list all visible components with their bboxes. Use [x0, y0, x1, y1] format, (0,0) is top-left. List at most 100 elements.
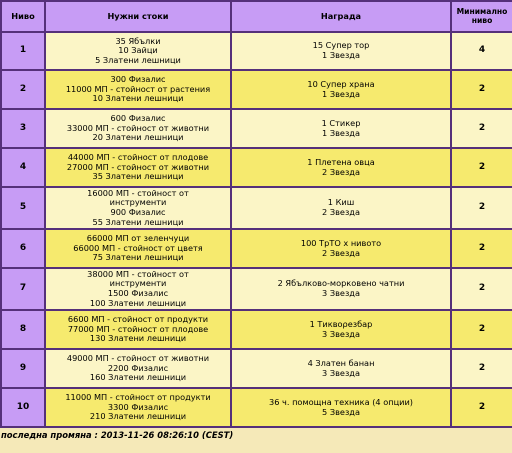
- required-goods-line: 35 Златени лешници: [92, 171, 184, 182]
- level-number: 8: [0, 309, 46, 350]
- levels-table: Ниво Нужни стоки Награда Минимално ниво …: [0, 0, 512, 428]
- required-goods-line: 1500 Физалис: [107, 288, 169, 298]
- level-number: 4: [0, 147, 46, 188]
- required-goods-line: 5 Златени лешници: [95, 54, 181, 65]
- reward-line: 10 Супер храна: [307, 78, 375, 89]
- reward-cell: 15 Супер тор 1 Звезда: [230, 31, 452, 71]
- required-goods-line: 38000 МП - стойност от: [87, 268, 189, 279]
- required-goods-line: 55 Златени лешници: [92, 216, 184, 227]
- reward-line: 1 Звезда: [322, 50, 360, 60]
- required-goods-cell: 38000 МП - стойност от инструменти 1500 Фи…: [44, 267, 232, 311]
- required-goods-cell: 49000 МП - стойност от животни 2200 Физал…: [44, 348, 232, 389]
- reward-line: 100 ТрТО x нивото: [300, 237, 382, 248]
- minimum-level: 2: [450, 69, 512, 110]
- table-row: 1 35 Ябълки 10 Зайци 5 Златени лешници 15 Су…: [0, 31, 512, 71]
- required-goods-line: 11000 МП - стойност от продукти: [65, 392, 211, 403]
- reward-line: 1 Стикер: [321, 117, 361, 128]
- table-row: 5 16000 МП - стойност от инструменти 900 Фи…: [0, 186, 512, 230]
- reward-line: 36 ч. помощна техника (4 опции): [269, 396, 413, 407]
- reward-line: 2 Звезда: [322, 207, 360, 217]
- level-number: 9: [0, 348, 46, 389]
- reward-line: 3 Звезда: [322, 367, 360, 378]
- required-goods-line: инструменти: [109, 278, 167, 289]
- level-number: 5: [0, 186, 46, 230]
- minimum-level: 2: [450, 108, 512, 149]
- reward-line: 3 Звезда: [322, 288, 360, 298]
- reward-line: 1 Звезда: [322, 127, 360, 138]
- required-goods-line: инструменти: [109, 197, 167, 208]
- required-goods-cell: 11000 МП - стойност от продукти 3300 Физа…: [44, 387, 232, 428]
- table-row: 2 300 Физалис 11000 МП - стойност от расте…: [0, 69, 512, 110]
- header-minimum-level-line2: ниво: [471, 15, 493, 25]
- reward-line: 3 Звезда: [322, 328, 360, 339]
- required-goods-cell: 66000 МП от зеленчуци 66000 МП - стойност…: [44, 228, 232, 269]
- required-goods-line: 75 Златени лешници: [92, 252, 184, 263]
- table-row: 9 49000 МП - стойност от животни 2200 Физа…: [0, 348, 512, 389]
- minimum-level: 2: [450, 387, 512, 428]
- table-row: 7 38000 МП - стойност от инструменти 1500 Ф…: [0, 267, 512, 311]
- reward-cell: 1 Киш 2 Звезда: [230, 186, 452, 230]
- required-goods-line: 49000 МП - стойност от животни: [66, 353, 210, 364]
- reward-line: 1 Киш: [327, 197, 355, 208]
- minimum-level: 2: [450, 267, 512, 311]
- last-modified-note: последна промяна : 2013-11-26 08:26:10 (…: [1, 430, 234, 440]
- level-number: 3: [0, 108, 46, 149]
- reward-cell: 2 Ябълково-морковено чатни 3 Звезда: [230, 267, 452, 311]
- level-number: 1: [0, 31, 46, 71]
- minimum-level: 2: [450, 228, 512, 269]
- required-goods-cell: 6600 МП - стойност от продукти 77000 МП -…: [44, 309, 232, 350]
- required-goods-line: 3300 Физалис: [107, 401, 169, 412]
- required-goods-line: 100 Златени лешници: [89, 297, 187, 308]
- reward-line: 1 Плетена овца: [307, 156, 375, 167]
- minimum-level: 2: [450, 309, 512, 350]
- table-row: 3 600 Физалис 33000 МП - стойност от живот…: [0, 108, 512, 149]
- required-goods-line: 16000 МП - стойност от: [87, 187, 189, 198]
- table-row: 6 66000 МП от зеленчуци 66000 МП - стойнос…: [0, 228, 512, 269]
- required-goods-line: 77000 МП - стойност от плодове: [67, 323, 209, 334]
- required-goods-line: 160 Златени лешници: [89, 372, 187, 383]
- required-goods-line: 35 Ябълки: [115, 35, 161, 46]
- required-goods-cell: 35 Ябълки 10 Зайци 5 Златени лешници: [44, 31, 232, 71]
- reward-line: 2 Звезда: [322, 247, 360, 258]
- reward-cell: 1 Плетена овца 2 Звезда: [230, 147, 452, 188]
- required-goods-line: 44000 МП - стойност от плодове: [67, 152, 209, 163]
- reward-line: 4 Златен банан: [307, 357, 375, 368]
- required-goods-line: 130 Златени лешници: [89, 333, 187, 344]
- header-level: Ниво: [0, 0, 46, 33]
- required-goods-line: 2200 Физалис: [107, 362, 169, 373]
- header-minimum-level-line1: Минимално: [456, 6, 508, 16]
- minimum-level: 2: [450, 186, 512, 230]
- required-goods-line: 66000 МП от зеленчуци: [86, 233, 190, 244]
- required-goods-line: 33000 МП - стойност от животни: [66, 122, 210, 133]
- table-row: 8 6600 МП - стойност от продукти 77000 МП …: [0, 309, 512, 350]
- reward-cell: 36 ч. помощна техника (4 опции) 5 Звезда: [230, 387, 452, 428]
- minimum-level: 4: [450, 31, 512, 71]
- reward-line: 1 Звезда: [322, 88, 360, 99]
- level-number: 10: [0, 387, 46, 428]
- header-minimum-level: Минимално ниво: [450, 0, 512, 33]
- minimum-level: 2: [450, 348, 512, 389]
- table-header-row: Ниво Нужни стоки Награда Минимално ниво: [0, 0, 512, 33]
- required-goods-cell: 600 Физалис 33000 МП - стойност от животн…: [44, 108, 232, 149]
- required-goods-cell: 44000 МП - стойност от плодове 27000 МП -…: [44, 147, 232, 188]
- reward-cell: 1 Стикер 1 Звезда: [230, 108, 452, 149]
- required-goods-line: 6600 МП - стойност от продукти: [67, 314, 209, 325]
- minimum-level: 2: [450, 147, 512, 188]
- required-goods-line: 20 Златени лешници: [92, 132, 184, 143]
- header-required-goods: Нужни стоки: [44, 0, 232, 33]
- level-number: 2: [0, 69, 46, 110]
- level-number: 7: [0, 267, 46, 311]
- required-goods-line: 66000 МП - стойност от цветя: [73, 242, 203, 253]
- required-goods-line: 11000 МП - стойност от растения: [65, 83, 211, 94]
- header-reward: Награда: [230, 0, 452, 33]
- reward-line: 2 Звезда: [322, 166, 360, 177]
- reward-cell: 100 ТрТО x нивото 2 Звезда: [230, 228, 452, 269]
- required-goods-line: 300 Физалис: [110, 74, 166, 85]
- required-goods-cell: 300 Физалис 11000 МП - стойност от растен…: [44, 69, 232, 110]
- required-goods-line: 600 Физалис: [110, 113, 166, 124]
- reward-line: 5 Звезда: [322, 406, 360, 417]
- level-number: 6: [0, 228, 46, 269]
- table-row: 10 11000 МП - стойност от продукти 3300 Фи…: [0, 387, 512, 428]
- required-goods-cell: 16000 МП - стойност от инструменти 900 Физ…: [44, 186, 232, 230]
- reward-line: 1 Тиквορезбар: [309, 318, 373, 329]
